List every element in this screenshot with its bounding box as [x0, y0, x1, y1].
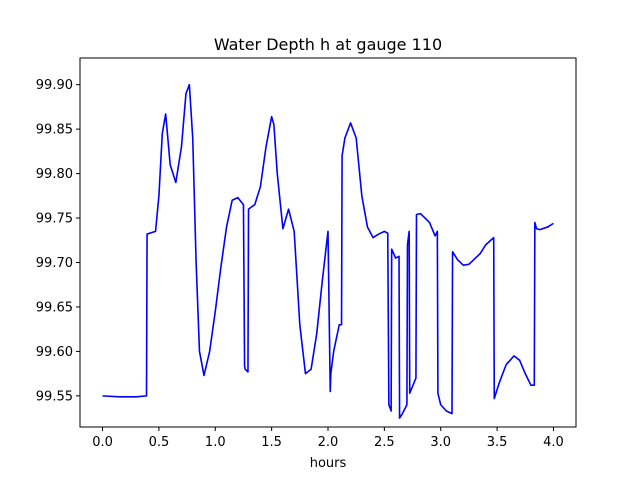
y-tick-label: 99.65 [36, 300, 73, 315]
x-tick-label: 2.0 [318, 435, 339, 450]
chart-title: Water Depth h at gauge 110 [214, 35, 442, 54]
x-tick-label: 1.0 [205, 435, 226, 450]
y-tick-label: 99.90 [36, 78, 73, 93]
series-line [102, 83, 554, 419]
y-tick-label: 99.85 [36, 123, 73, 138]
x-tick-label: 4.0 [543, 435, 564, 450]
y-tick-label: 99.60 [36, 345, 73, 360]
y-tick-label: 99.70 [36, 256, 73, 271]
x-tick-label: 0.0 [92, 435, 113, 450]
x-tick-label: 3.5 [487, 435, 508, 450]
x-tick-label: 3.0 [430, 435, 451, 450]
plot-area [79, 57, 577, 428]
y-tick-label: 99.80 [36, 167, 73, 182]
x-axis: 0.0 0.5 1.0 1.5 2.0 2.5 3.0 3.5 4.0 [92, 427, 564, 450]
x-axis-label: hours [310, 456, 347, 471]
x-tick-label: 2.5 [374, 435, 395, 450]
x-tick-label: 0.5 [149, 435, 170, 450]
series-layer [102, 83, 554, 419]
x-tick-label: 1.5 [261, 435, 282, 450]
y-tick-label: 99.55 [36, 389, 73, 404]
y-axis: 99.55 99.60 99.65 99.70 99.75 99.80 99.85 99.90 [36, 78, 80, 404]
y-tick-label: 99.75 [36, 212, 73, 227]
